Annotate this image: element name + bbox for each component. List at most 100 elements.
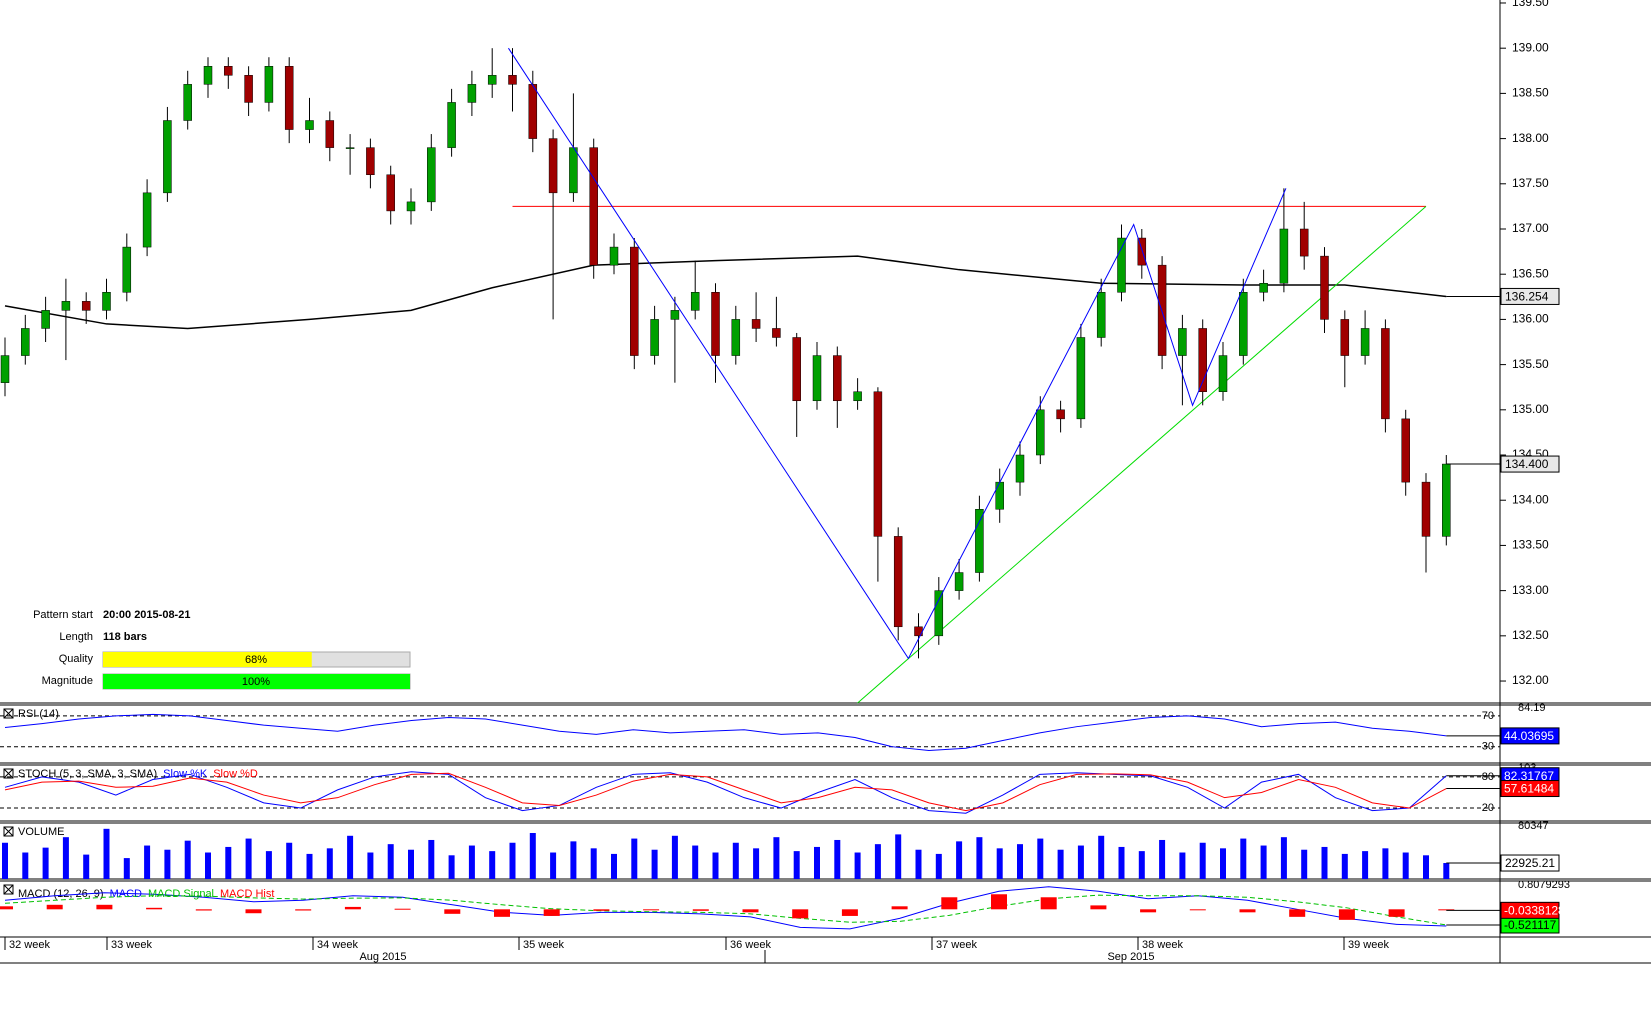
month-label: Sep 2015 — [1107, 951, 1154, 963]
volume-bar — [42, 847, 49, 879]
macd-hist-bar — [692, 909, 709, 911]
y-tick-label: 134.00 — [1512, 492, 1549, 506]
volume-bar — [509, 842, 516, 879]
volume-bar — [895, 834, 902, 879]
candle-body — [61, 301, 71, 311]
volume-value: 22925.21 — [1505, 856, 1555, 870]
volume-bar — [631, 838, 638, 879]
volume-bar — [1098, 835, 1105, 879]
candle-body — [548, 138, 558, 194]
panel-close-icon-x — [3, 768, 14, 779]
volume-bar — [22, 852, 29, 879]
pattern-zigzag — [508, 47, 1287, 660]
volume-bar — [773, 837, 780, 879]
level-label: 70 — [1482, 710, 1494, 722]
candle-body — [833, 355, 842, 402]
volume-bar — [1138, 851, 1145, 879]
pattern-row-label: Magnitude — [42, 675, 93, 687]
volume-bar — [164, 849, 171, 879]
macd-hist-bar — [841, 909, 858, 916]
candle-body — [1421, 481, 1431, 537]
volume-bar — [1321, 846, 1328, 879]
volume-bar — [753, 848, 760, 879]
volume-bar — [2, 842, 8, 879]
volume-box — [1500, 854, 1560, 872]
panel-top-value: 0.8079293 — [1518, 879, 1570, 891]
candle-body — [508, 75, 517, 85]
volume-bar — [103, 828, 110, 879]
last-price-box — [1500, 455, 1560, 473]
macd-hist-bar — [891, 906, 908, 910]
volume-bar — [205, 852, 211, 879]
candle-body — [853, 391, 862, 402]
macd-hist-bar — [46, 904, 63, 910]
candle-body — [690, 292, 700, 311]
macd-hist-bar — [245, 909, 262, 914]
candle-body — [1218, 355, 1228, 392]
macd-hist-bar — [1289, 909, 1306, 917]
volume-bar — [550, 852, 557, 879]
candle-body — [284, 66, 294, 130]
volume-bar — [854, 852, 861, 879]
volume-bar — [1240, 838, 1247, 879]
candle-body — [1178, 328, 1187, 356]
candle-body — [1401, 418, 1410, 483]
candle-body — [650, 319, 659, 356]
week-label: 39 week — [1348, 939, 1389, 951]
candle-body — [1340, 319, 1350, 356]
legend-entry: MACD Signal — [148, 888, 214, 900]
candle-body — [1117, 237, 1126, 293]
macd-hist-bar — [1040, 897, 1057, 910]
candle-body — [386, 174, 395, 212]
macd-hist-bar — [643, 909, 660, 911]
y-tick-label: 132.50 — [1512, 628, 1549, 642]
indicator-value: -0.521117 — [1504, 918, 1557, 932]
volume-bar — [915, 849, 922, 879]
week-label: 35 week — [523, 939, 564, 951]
pattern-row-label: Quality — [59, 653, 94, 665]
volume-bar — [529, 832, 536, 879]
panel-close-icon-x — [3, 884, 14, 895]
macd-hist-bar — [96, 904, 113, 910]
volume-bar — [387, 844, 394, 879]
y-tick-label: 136.00 — [1512, 312, 1549, 326]
pattern-bar — [103, 674, 410, 689]
volume-bar — [408, 849, 414, 879]
candle-body — [893, 536, 903, 628]
macd-hist-bar — [494, 909, 510, 917]
y-tick-label: 139.50 — [1512, 0, 1549, 9]
level-label: 20 — [1482, 802, 1494, 814]
y-tick-label: 138.00 — [1512, 131, 1549, 145]
candle-body — [163, 120, 172, 194]
volume-bar — [428, 839, 435, 879]
volume-bar — [225, 846, 232, 879]
candle-body — [447, 102, 456, 148]
macd-hist-bar — [1189, 909, 1206, 911]
indicator-box — [1500, 780, 1560, 798]
panel-close-icon-x — [3, 826, 14, 837]
y-tick-label: 133.00 — [1512, 583, 1549, 597]
candle-body — [1442, 463, 1451, 537]
last-price: 134.400 — [1505, 457, 1549, 471]
pattern-row-label: Length — [59, 631, 93, 643]
indicator-line — [4, 886, 1447, 930]
macd-hist-bar — [941, 897, 958, 910]
volume-bar — [326, 848, 333, 879]
volume-bar — [834, 839, 841, 879]
panel-title: RSI (14) — [18, 708, 59, 720]
volume-bar — [712, 852, 719, 879]
volume-bar — [1301, 849, 1308, 879]
moving-average — [4, 255, 1447, 330]
y-tick-label: 135.50 — [1512, 357, 1549, 371]
pattern-row-label: Pattern start — [33, 609, 93, 621]
week-label: 36 week — [730, 939, 771, 951]
candle-body — [21, 328, 30, 356]
indicator-line — [4, 713, 1447, 752]
indicator-value: 44.03695 — [1504, 729, 1554, 743]
volume-bar — [1199, 842, 1206, 879]
candle-body — [142, 192, 152, 248]
month-label: Aug 2015 — [359, 951, 406, 963]
candle-body — [589, 147, 598, 266]
volume-bar — [935, 853, 942, 879]
